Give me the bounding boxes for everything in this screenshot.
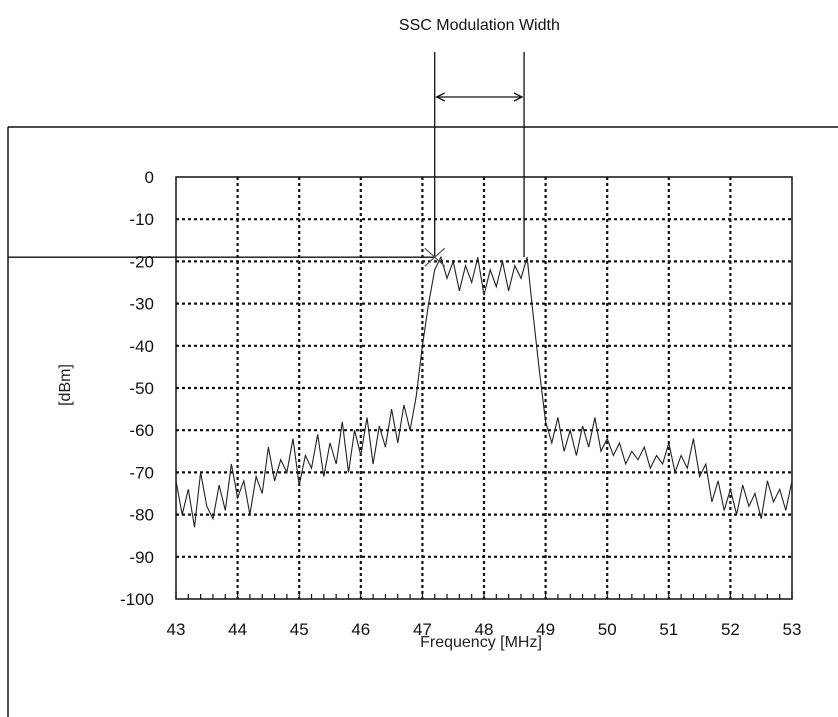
- y-tick-label: -70: [129, 463, 154, 482]
- x-tick-label: 46: [351, 620, 370, 639]
- x-tick-label: 51: [659, 620, 678, 639]
- y-tick-label: -90: [129, 548, 154, 567]
- y-tick-label: -10: [129, 210, 154, 229]
- grid-lines: [176, 177, 792, 599]
- y-axis-label: [dBm]: [57, 364, 74, 406]
- x-tick-label: 50: [598, 620, 617, 639]
- x-tick-label: 44: [228, 620, 247, 639]
- y-tick-label: 0: [145, 168, 154, 187]
- y-tick-label: -100: [120, 590, 154, 609]
- ssc-arrowhead-right: [513, 92, 524, 102]
- x-tick-labels: 43 44 45 46 47 48 49 50 51 52 53: [167, 620, 802, 639]
- y-tick-label: -20: [129, 252, 154, 271]
- x-tick-label: 48: [475, 620, 494, 639]
- x-tick-label: 43: [167, 620, 186, 639]
- y-tick-label: -60: [129, 421, 154, 440]
- y-tick-label: -50: [129, 379, 154, 398]
- y-tick-label: -80: [129, 506, 154, 525]
- x-axis-label: Frequency [MHz]: [420, 634, 542, 651]
- y-tick-label: -40: [129, 337, 154, 356]
- x-tick-label: 45: [290, 620, 309, 639]
- x-tick-label: 49: [536, 620, 555, 639]
- x-tick-label: 47: [413, 620, 432, 639]
- ssc-annotation-label: SSC Modulation Width: [399, 17, 560, 34]
- x-tick-label: 53: [783, 620, 802, 639]
- y-tick-labels: 0 -10 -20 -30 -40 -50 -60 -70 -80 -90 -100: [120, 168, 154, 609]
- x-tick-label: 52: [721, 620, 740, 639]
- minor-ticks: [175, 591, 793, 599]
- peak-cross-marker: [424, 247, 446, 267]
- ssc-arrowhead-left: [435, 92, 446, 102]
- ssc-annotation: SSC Modulation Width: [8, 17, 560, 267]
- y-tick-label: -30: [129, 295, 154, 314]
- plot-area: [175, 176, 793, 600]
- spectrum-trace: [175, 255, 793, 528]
